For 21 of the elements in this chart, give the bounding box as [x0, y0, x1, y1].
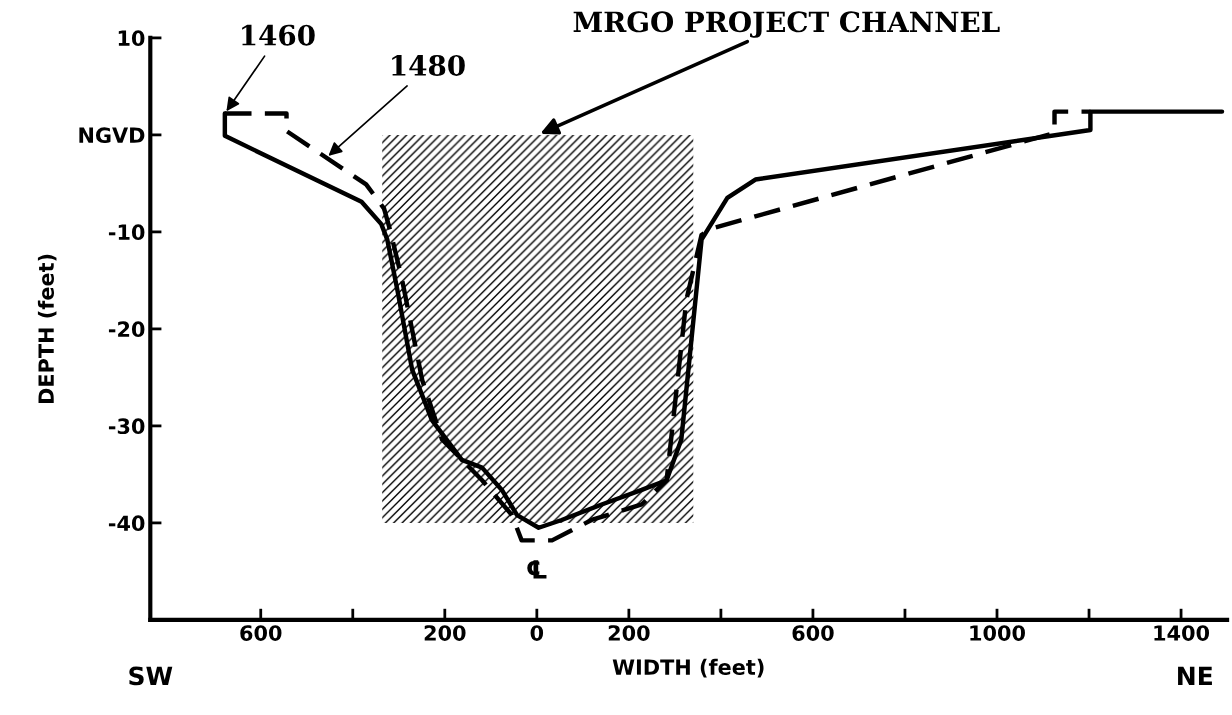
text: NE: [1178, 666, 1212, 685]
x-tick-label: 600: [792, 625, 834, 641]
annotation: ℄: [527, 560, 547, 579]
y-tick-label: -10: [108, 224, 145, 241]
x-tick-label: 1000: [970, 625, 1025, 641]
y-tick-label: -30: [108, 418, 145, 435]
y-tick-label: 10: [118, 30, 145, 47]
x-tick-label: 1400: [1154, 625, 1210, 641]
y-axis-title: DEPTH (feet): [37, 254, 57, 403]
text: 1480: [392, 54, 465, 76]
y-tick-label: -40: [108, 515, 145, 532]
x-axis-title: WIDTH (feet): [612, 658, 764, 678]
text: SW: [129, 666, 173, 686]
y-tick-label: -20: [108, 321, 145, 338]
y-tick-label: NGVD: [79, 127, 145, 144]
x-tick-label: 200: [608, 625, 650, 641]
x-tick-label: 0: [530, 625, 544, 641]
text: 1460: [242, 24, 315, 46]
x-tick-label: 600: [240, 625, 282, 641]
x-tick-label: 200: [424, 625, 466, 641]
text: MRGO PROJECT CHANNEL: [573, 11, 1000, 38]
